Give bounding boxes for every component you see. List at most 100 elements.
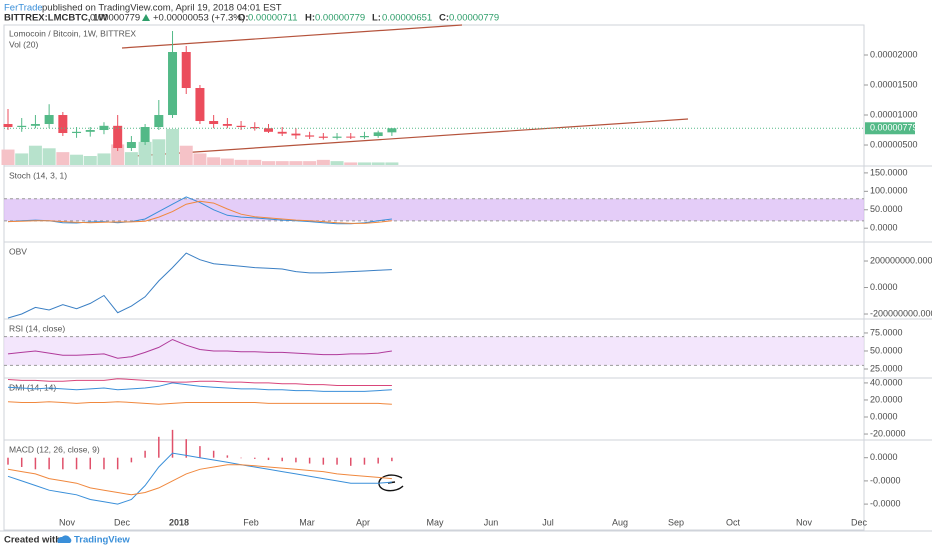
candle-body [85,130,95,132]
pane-title: Lomocoin / Bitcoin, 1W, BITTREX [9,28,136,38]
published: published on TradingView.com, April 19, … [42,3,282,14]
band [4,198,864,221]
volume-bar [385,162,399,165]
ohlc-value: 0.00000779 [449,13,499,24]
x-tick-label: Dec [114,517,131,527]
candle-body [30,124,40,126]
candle-body [332,136,342,138]
histogram-bar [20,457,23,467]
indicator-line [7,200,392,224]
candle-body [305,135,315,137]
histogram-bar [158,436,160,458]
volume-bar [28,145,42,165]
candle-body [250,127,260,129]
histogram-bar [377,457,379,464]
x-tick-label: May [426,517,444,527]
y-tick-label: 100.0000 [870,186,908,196]
histogram-bar [240,457,242,459]
histogram-bar [199,446,201,458]
price: 0.00000779 [90,13,140,24]
volume-bar [234,159,248,165]
candle-body [58,115,68,134]
candle-body [318,136,328,138]
candle-body [126,142,136,149]
volume-bar [83,156,97,165]
candle-body [222,124,232,126]
histogram-bar [254,457,256,459]
y-tick-label: 0.00000500 [870,139,918,149]
y-tick-label: -200000000.0000 [870,308,932,318]
y-tick-label: -0.0000 [870,475,901,485]
histogram-bar [267,457,270,461]
candle-body [263,128,273,132]
volume-bar [1,149,15,165]
histogram-bar [281,457,283,462]
author[interactable]: FerTrade [4,3,43,14]
x-tick-label: Nov [796,517,813,527]
volume-bar [289,161,303,165]
footer-brand[interactable]: TradingView [74,535,130,546]
candle-body [3,124,13,128]
y-tick-label: 75.0000 [870,327,903,337]
indicator-line [7,382,392,392]
x-tick-label: Apr [356,517,370,527]
y-tick-label: 25.0000 [870,363,903,373]
volume-bar [303,161,317,165]
candle-body [387,128,397,133]
y-tick-label: 20.0000 [870,394,903,404]
candle-body [373,132,383,137]
x-tick-label: 2018 [169,517,189,527]
candle-body [209,121,219,125]
volume-bar [357,162,371,165]
indicator-line [7,378,392,386]
volume-bar [70,154,84,165]
candle-body [359,136,369,138]
histogram-bar [103,457,105,470]
pane-subtitle: Vol (20) [9,39,38,49]
ohlc-label: L: [372,13,381,24]
candle-body [154,115,164,128]
y-tick-label: 0.00001500 [870,79,918,89]
y-tick-label: 0.00001000 [870,109,918,119]
histogram-bar [171,429,174,458]
footer-created: Created with [4,535,61,546]
histogram-bar [48,457,50,470]
y-tick-label: 0.0000 [870,452,898,462]
histogram-bar [336,457,338,465]
volume-bar [330,161,344,165]
histogram-bar [226,455,229,458]
histogram-bar [185,439,187,458]
volume-bar [193,153,207,165]
x-tick-label: Jul [542,517,554,527]
indicator-line [7,338,392,359]
volume-bar [344,162,358,165]
histogram-bar [144,450,146,458]
volume-bar [97,153,111,165]
x-tick-label: Aug [612,517,628,527]
volume-bar [166,129,180,165]
histogram-bar [89,457,92,470]
up-arrow [142,14,150,21]
volume-bar [261,161,275,165]
volume-bar [152,139,166,165]
volume-bar [371,162,385,165]
volume-bar [275,161,289,165]
band [4,336,864,366]
candle-body [277,131,287,134]
y-tick-label: 0.0000 [870,223,898,233]
pane-title: MACD (12, 26, close, 9) [9,444,100,454]
histogram-bar [116,457,119,470]
candle-body [346,136,356,138]
histogram-bar [130,457,133,463]
y-tick-label: 200000000.0000 [870,255,932,265]
candle-body [113,125,123,149]
x-tick-label: Feb [243,517,259,527]
symbol: BITTREX:LMCBTC, 1W [4,13,107,24]
histogram-bar [62,457,64,470]
last-price-box [865,122,915,135]
volume-bar [248,159,262,165]
y-tick-label: 150.0000 [870,167,908,177]
